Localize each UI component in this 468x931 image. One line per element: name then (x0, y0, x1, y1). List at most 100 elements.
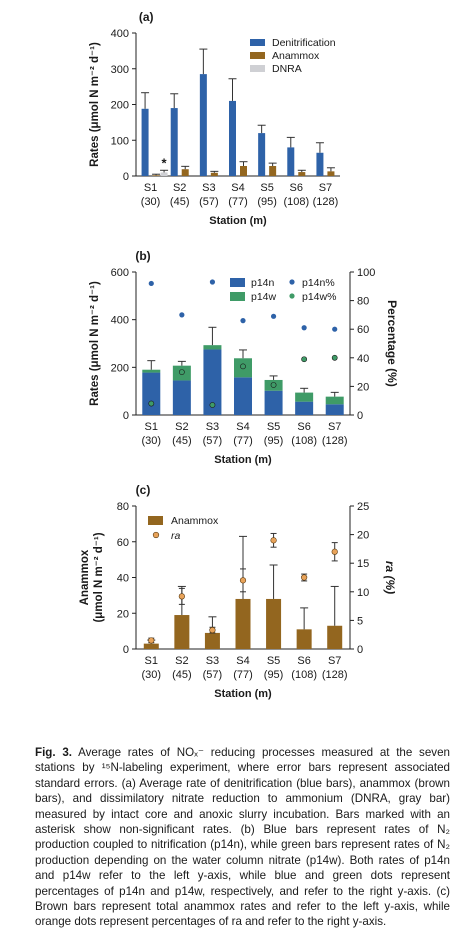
panel-a-legend-label: Denitrification (272, 37, 336, 49)
panel-c-ra-dot (331, 548, 338, 555)
panel-b-category-tick-sublabel: (128) (322, 435, 348, 447)
panel-c-y2-tick-label: 5 (357, 615, 363, 627)
panel-b-p14n-percent-dot (270, 313, 277, 319)
panel-b-p14n-bar (264, 390, 283, 415)
panel-b-category-tick-label: S2 (175, 421, 188, 433)
panel-b-category-tick-label: S4 (236, 421, 249, 433)
panel-a-legend-label: DNRA (272, 63, 302, 75)
panel-a-anammox-bar (240, 165, 247, 176)
panel-c-y-tick-label: 20 (117, 608, 129, 620)
panel-b-p14w-percent-dot (331, 354, 338, 361)
panel-c-category-tick-sublabel: (95) (264, 669, 284, 681)
panel-c-y-tick-label: 0 (123, 644, 129, 656)
panel-a-category-tick-label: S7 (319, 182, 332, 194)
panel-b-legend-dot (289, 279, 295, 285)
panel-a-category-tick-label: S4 (231, 182, 244, 194)
panel-b-p14n-bar (325, 404, 344, 415)
panel-b-p14n-bar (142, 372, 161, 415)
panel-a-denitrification-bar (199, 74, 207, 176)
panel-b-legend-label: p14w (251, 291, 277, 303)
panel-b-x-axis-title: Station (m) (214, 454, 272, 466)
panel-b-y-tick-label: 400 (111, 315, 129, 327)
panel-c-y-tick-label: 40 (117, 573, 129, 585)
panel-a-y-tick-label: 0 (123, 171, 129, 183)
panel-c-y-axis-title: Anammox (79, 549, 91, 605)
caption-text: Average rates of NOₓ⁻ reducing processes… (35, 746, 450, 929)
panel-b-y-tick-label: 600 (111, 267, 129, 279)
panel-a-anammox-bar (327, 171, 335, 176)
panel-c-legend-dot (152, 531, 160, 539)
figure-caption: Fig. 3. Average rates of NOₓ⁻ reducing p… (35, 745, 450, 930)
panel-b-category-tick-sublabel: (57) (203, 435, 223, 447)
panel-c-y2-tick-label: 0 (357, 644, 363, 656)
panel-c-y2-tick-label: 25 (357, 501, 369, 513)
panel-c-anammox-bar (143, 643, 159, 649)
panel-c-y2-tick-label: 15 (357, 558, 369, 570)
panel-a-denitrification-bar (229, 100, 236, 176)
panel-a-legend-swatch (250, 65, 265, 72)
panel-b-p14n-percent-dot (301, 325, 307, 331)
panel-b-y2-tick-label: 0 (357, 410, 363, 422)
panel-a-anammox-bar (152, 175, 160, 176)
panel-a-denitrification-bar (287, 147, 295, 176)
panel-c-anammox-bar (204, 632, 220, 649)
panel-b-legend-swatch (230, 292, 245, 301)
panel-c-category-tick-sublabel: (108) (291, 669, 317, 681)
panel-b-y2-tick-label: 40 (357, 353, 369, 365)
panel-c-legend-label: ra (171, 530, 180, 542)
panel-b-p14w-bar (142, 369, 161, 373)
panel-b-y2-tick-label: 100 (357, 267, 375, 279)
panel-b-p14w-percent-dot (240, 363, 246, 370)
panel-b-category-tick-label: S1 (145, 421, 158, 433)
panel-c-y-axis-title-units: (μmol N m⁻² d⁻¹) (93, 532, 105, 622)
panel-b-p14n-bar (295, 401, 314, 415)
panel-b-y2-axis-title: Percentage (%) (385, 300, 399, 387)
panel-c-category-tick-label: S6 (297, 655, 310, 667)
panel-a-category-tick-label: S2 (173, 182, 186, 194)
panel-a-y-tick-label: 300 (111, 64, 129, 76)
panel-b-p14w-percent-dot (178, 369, 185, 375)
panel-c-category-tick-sublabel: (128) (322, 669, 348, 681)
panel-c-category-tick-label: S2 (175, 655, 188, 667)
panel-c-legend-swatch (148, 516, 163, 525)
panel-a-anammox-bar (298, 172, 306, 176)
panel-b-label: (b) (135, 249, 150, 263)
panel-a-anammox-bar (269, 165, 277, 176)
panel-b-legend-dot (289, 293, 295, 299)
panel-b-p14w-percent-dot (301, 356, 308, 363)
panel-c-anammox-bar (174, 615, 190, 649)
panel-c-category-tick-sublabel: (57) (203, 669, 223, 681)
panel-c-anammox-bar (235, 598, 251, 649)
panel-a-category-tick-sublabel: (128) (313, 196, 339, 208)
panel-b-p14n-percent-dot (209, 279, 216, 285)
panel-c-y2-axis-title: ra (%) (383, 561, 397, 594)
panel-a-denitrification-bar (141, 108, 149, 176)
panel-b-category-tick-sublabel: (30) (142, 435, 162, 447)
panel-c-y2-tick-label: 10 (357, 587, 369, 599)
panel-c-category-tick-sublabel: (77) (233, 669, 253, 681)
panel-c-anammox-bar (266, 598, 282, 649)
panel-c-ra-dot (178, 593, 185, 600)
panel-a-category-tick-sublabel: (30) (141, 196, 161, 208)
panel-b-p14n-percent-dot (240, 318, 246, 324)
panel-b-category-tick-label: S6 (297, 421, 310, 433)
panel-a-category-tick-sublabel: (57) (199, 196, 219, 208)
panel-b-category-tick-sublabel: (45) (172, 435, 192, 447)
panel-a-anammox-bar (181, 169, 189, 176)
panel-b-p14n-bar (234, 377, 252, 415)
panel-c-ra-dot (148, 637, 155, 644)
panel-a-category-tick-sublabel: (45) (170, 196, 190, 208)
panel-c-category-tick-label: S5 (267, 655, 280, 667)
panel-c-ra-dot (270, 537, 277, 544)
panel-b-p14w-bar (203, 345, 222, 350)
panel-c-category-tick-label: S3 (206, 655, 219, 667)
panel-b-y2-tick-label: 20 (357, 381, 369, 393)
panel-b-y2-tick-label: 60 (357, 324, 369, 336)
panel-c-ra-dot (209, 627, 216, 634)
panel-a-category-tick-label: S1 (144, 182, 157, 194)
panel-c-y-tick-label: 60 (117, 537, 129, 549)
panel-a-category-tick-sublabel: (95) (257, 196, 277, 208)
panel-c-anammox-bar (296, 629, 312, 649)
panel-c-category-tick-label: S7 (328, 655, 341, 667)
